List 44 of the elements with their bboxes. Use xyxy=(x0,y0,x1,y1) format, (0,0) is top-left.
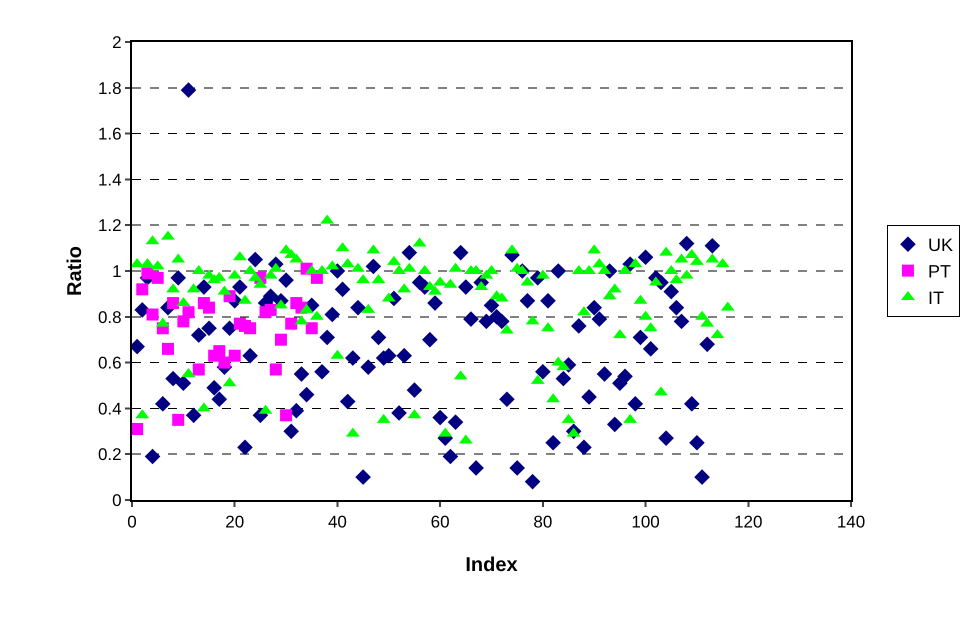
y-tick-label: 0.2 xyxy=(98,445,122,464)
point xyxy=(244,322,256,334)
y-tick-label: 0.6 xyxy=(98,354,122,373)
x-tick-label: 60 xyxy=(430,512,450,532)
y-axis-title: Ratio xyxy=(64,246,86,296)
point xyxy=(167,297,180,310)
y-tick-label: 1.6 xyxy=(98,124,122,144)
y-tick-label: 0 xyxy=(112,490,122,510)
x-tick-label: 80 xyxy=(533,512,552,532)
y-tick-label: 1 xyxy=(112,262,122,281)
y-tick-label: 0.4 xyxy=(98,399,122,418)
point xyxy=(280,409,292,422)
point xyxy=(136,283,148,296)
point xyxy=(132,423,144,436)
y-tick-label: 1.2 xyxy=(98,216,122,236)
x-tick-label: 140 xyxy=(836,512,866,532)
point xyxy=(162,342,174,355)
point xyxy=(270,363,282,376)
point xyxy=(228,350,241,362)
legend-label: UK xyxy=(928,235,953,256)
point xyxy=(213,345,226,358)
y-tick-label: 1.8 xyxy=(98,78,122,98)
point xyxy=(218,356,230,369)
point xyxy=(192,363,205,376)
x-axis-title: Index xyxy=(465,554,518,576)
point xyxy=(182,306,194,318)
point xyxy=(274,334,287,346)
legend-label: IT xyxy=(928,288,944,308)
y-tick-label: 2 xyxy=(112,32,122,52)
point xyxy=(146,308,159,321)
x-tick-label: 0 xyxy=(127,512,137,532)
point xyxy=(285,318,298,330)
y-tick-label: 1.4 xyxy=(98,170,122,190)
point xyxy=(203,302,216,314)
x-tick-label: 120 xyxy=(734,512,762,532)
x-tick-label: 100 xyxy=(631,512,660,532)
point xyxy=(172,414,184,426)
x-tick-label: 40 xyxy=(328,512,347,532)
point xyxy=(306,322,318,334)
point xyxy=(152,272,164,284)
point xyxy=(264,304,277,316)
legend-label: PT xyxy=(928,262,951,282)
x-tick-label: 20 xyxy=(225,512,244,532)
y-tick-label: 0.8 xyxy=(98,308,122,327)
